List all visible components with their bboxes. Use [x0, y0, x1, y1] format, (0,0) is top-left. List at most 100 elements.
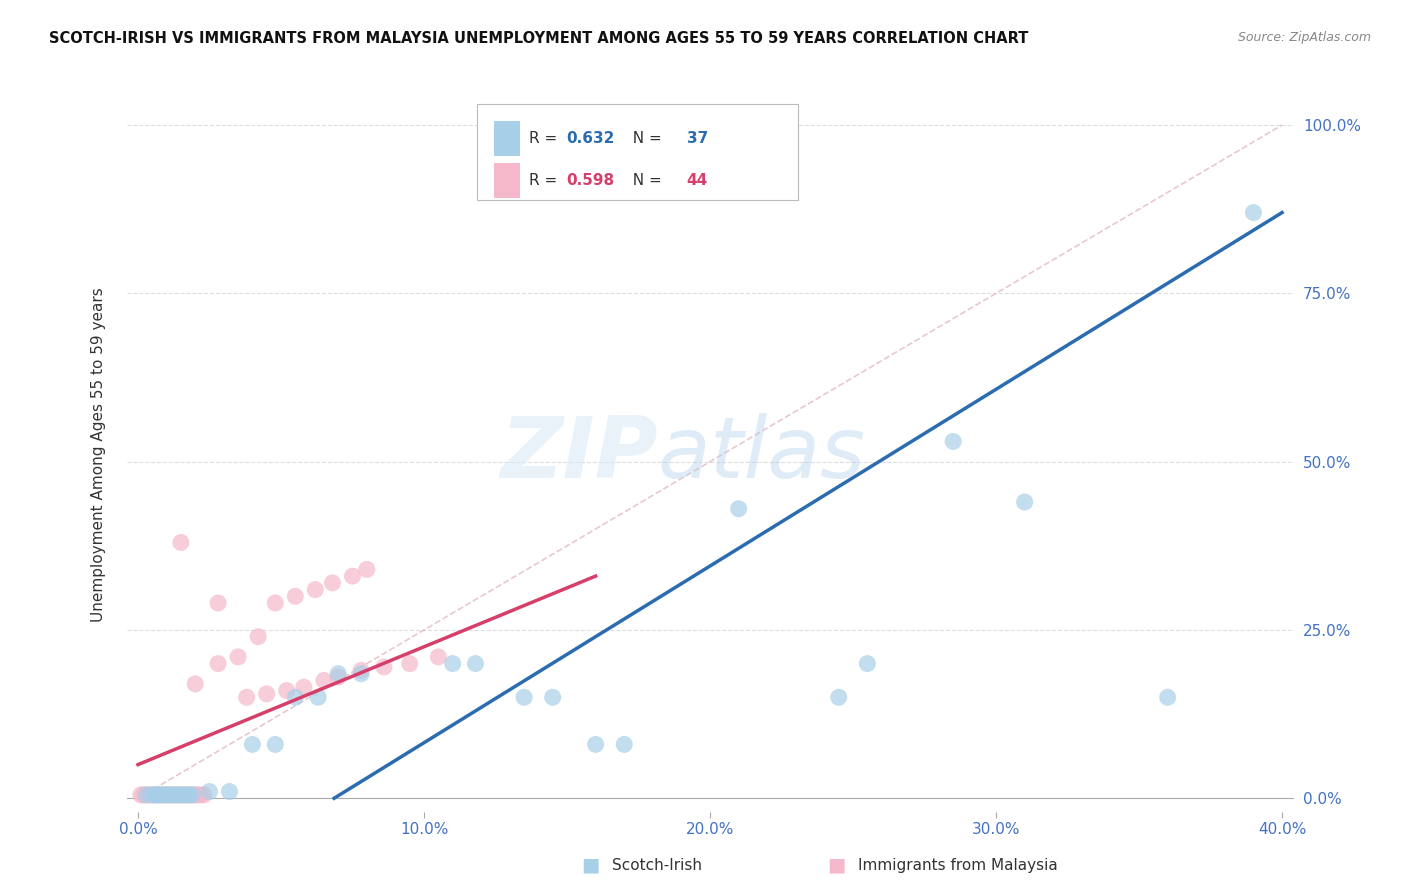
Point: [373, 660, 395, 674]
Text: ■: ■: [581, 855, 600, 875]
Point: [141, 788, 163, 802]
Point: [218, 784, 240, 798]
Point: [135, 788, 157, 802]
Text: 44: 44: [686, 173, 709, 188]
Point: [179, 788, 201, 802]
Point: [1156, 690, 1178, 705]
Point: [159, 788, 181, 802]
Point: [464, 657, 486, 671]
Point: [159, 788, 181, 802]
Point: [181, 788, 204, 802]
Point: [141, 788, 163, 802]
Point: [129, 788, 152, 802]
Point: [149, 788, 172, 802]
Text: ■: ■: [827, 855, 846, 875]
Point: [613, 738, 636, 752]
Point: [138, 788, 160, 802]
Point: [284, 690, 307, 705]
Point: [193, 788, 215, 802]
Point: [167, 788, 190, 802]
Point: [132, 788, 155, 802]
Point: [513, 690, 536, 705]
Point: [342, 569, 364, 583]
Point: [856, 657, 879, 671]
Text: 0.598: 0.598: [567, 173, 614, 188]
Point: [256, 687, 278, 701]
Text: Source: ZipAtlas.com: Source: ZipAtlas.com: [1237, 31, 1371, 45]
Point: [350, 666, 373, 681]
Point: [190, 788, 212, 802]
Point: [441, 657, 464, 671]
Point: [242, 738, 264, 752]
Point: [312, 673, 335, 688]
Point: [149, 788, 172, 802]
FancyBboxPatch shape: [494, 163, 520, 198]
Point: [146, 788, 169, 802]
Point: [155, 788, 177, 802]
Point: [304, 582, 326, 597]
Text: ZIP: ZIP: [501, 413, 658, 497]
Point: [184, 788, 207, 802]
Point: [176, 788, 198, 802]
Point: [176, 788, 198, 802]
Point: [179, 788, 201, 802]
Point: [198, 784, 221, 798]
Point: [170, 535, 193, 549]
Point: [1243, 205, 1265, 219]
Point: [167, 788, 190, 802]
Point: [173, 788, 195, 802]
Point: [155, 788, 177, 802]
Point: [184, 677, 207, 691]
Point: [585, 738, 607, 752]
Point: [828, 690, 851, 705]
Point: [162, 788, 184, 802]
FancyBboxPatch shape: [477, 103, 797, 200]
Point: [1014, 495, 1036, 509]
Point: [350, 664, 373, 678]
Text: 0.632: 0.632: [567, 131, 614, 146]
Text: R =: R =: [529, 131, 562, 146]
Point: [162, 788, 184, 802]
Point: [727, 501, 749, 516]
Point: [276, 683, 298, 698]
Point: [207, 596, 229, 610]
Y-axis label: Unemployment Among Ages 55 to 59 years: Unemployment Among Ages 55 to 59 years: [91, 287, 105, 623]
Point: [143, 788, 166, 802]
Point: [321, 575, 343, 590]
Text: R =: R =: [529, 173, 562, 188]
Point: [264, 738, 287, 752]
Point: [187, 788, 209, 802]
Text: atlas: atlas: [658, 413, 866, 497]
Point: [170, 788, 193, 802]
Point: [135, 788, 157, 802]
Point: [328, 666, 350, 681]
Point: [152, 788, 174, 802]
FancyBboxPatch shape: [494, 121, 520, 156]
Point: [247, 630, 270, 644]
Text: 37: 37: [686, 131, 709, 146]
Point: [170, 788, 193, 802]
Text: N =: N =: [623, 131, 666, 146]
Point: [226, 649, 249, 664]
Point: [307, 690, 329, 705]
Point: [398, 657, 420, 671]
Point: [264, 596, 287, 610]
Point: [143, 788, 166, 802]
Point: [292, 680, 315, 694]
Text: SCOTCH-IRISH VS IMMIGRANTS FROM MALAYSIA UNEMPLOYMENT AMONG AGES 55 TO 59 YEARS : SCOTCH-IRISH VS IMMIGRANTS FROM MALAYSIA…: [49, 31, 1029, 46]
Point: [165, 788, 187, 802]
Text: Immigrants from Malaysia: Immigrants from Malaysia: [858, 858, 1057, 872]
Point: [181, 788, 204, 802]
Point: [207, 657, 229, 671]
Point: [356, 562, 378, 576]
Point: [328, 670, 350, 684]
Point: [146, 788, 169, 802]
Point: [152, 788, 174, 802]
Point: [173, 788, 195, 802]
Point: [541, 690, 564, 705]
Point: [284, 589, 307, 603]
Text: Scotch-Irish: Scotch-Irish: [612, 858, 702, 872]
Text: N =: N =: [623, 173, 666, 188]
Point: [165, 788, 187, 802]
Point: [942, 434, 965, 449]
